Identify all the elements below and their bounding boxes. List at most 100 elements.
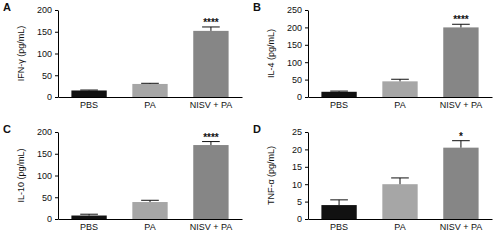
- tick-label: PA: [394, 100, 405, 110]
- error-cap: [141, 200, 159, 201]
- tick: 150: [287, 40, 308, 50]
- axis-line: [58, 133, 59, 220]
- bar: [321, 205, 356, 219]
- tick: 0: [297, 92, 308, 102]
- error-bar: [141, 83, 159, 85]
- error-line: [400, 178, 401, 184]
- tick: PBS: [330, 97, 348, 110]
- bar: [132, 202, 167, 219]
- y-axis: 0 50 100 150 200 250: [287, 5, 309, 102]
- panel-label: B: [253, 1, 261, 13]
- tick: 25: [292, 127, 308, 137]
- bar: [193, 31, 228, 97]
- bar: [443, 148, 478, 219]
- tick-mark: [55, 54, 58, 55]
- error-bar: [452, 141, 470, 148]
- tick-mark: [305, 97, 308, 98]
- error-bar: [391, 79, 409, 81]
- tick-mark: [305, 27, 308, 28]
- tick-mark: [55, 97, 58, 98]
- tick: PBS: [80, 219, 98, 232]
- tick-mark: [305, 149, 308, 150]
- panel: 050100150200PBSPANISV + PA****IFN-γ (pg/…: [3, 1, 243, 110]
- tick: NISV + PA: [440, 97, 483, 110]
- tick: 50: [42, 71, 58, 81]
- x-axis: PBSPANISV + PA: [59, 97, 243, 110]
- tick: PBS: [80, 97, 98, 110]
- axis-line: [309, 97, 493, 98]
- tick-label: PA: [394, 222, 405, 232]
- tick-mark: [305, 62, 308, 63]
- tick-label: NISV + PA: [190, 222, 233, 232]
- tick: 0: [47, 92, 58, 102]
- tick-mark: [305, 10, 308, 11]
- error-bar: [141, 200, 159, 202]
- tick-label: 25: [292, 127, 302, 137]
- tick-label: NISV + PA: [190, 100, 233, 110]
- tick-label: 0: [47, 92, 52, 102]
- tick-mark: [55, 176, 58, 177]
- tick: NISV + PA: [440, 219, 483, 232]
- tick-mark: [305, 45, 308, 46]
- tick-label: 20: [292, 145, 302, 155]
- bar: [132, 84, 167, 97]
- tick-label: 250: [287, 5, 302, 15]
- tick: PA: [394, 97, 405, 110]
- tick: 150: [37, 149, 58, 159]
- tick-label: 15: [292, 162, 302, 172]
- tick-label: PBS: [80, 100, 98, 110]
- bar: [382, 184, 417, 219]
- y-axis-title: TNF-α (pg/mL): [266, 146, 276, 205]
- tick: 250: [287, 5, 308, 15]
- error-cap: [330, 91, 348, 92]
- tick: PBS: [330, 219, 348, 232]
- axis-line: [308, 133, 309, 220]
- tick: PA: [394, 219, 405, 232]
- panel: 050100150200250PBSPANISV + PA****IL-4 (p…: [253, 1, 493, 110]
- tick-label: 150: [37, 149, 52, 159]
- tick: NISV + PA: [190, 219, 233, 232]
- plot-area: [321, 24, 478, 97]
- tick: 150: [37, 27, 58, 37]
- y-axis: 0 5 10 15 20 25: [292, 127, 309, 224]
- tick: 0: [297, 214, 308, 224]
- panel-label: A: [3, 1, 11, 13]
- panel: 0510152025PBSPANISV + PA*TNF-α (pg/mL)D: [253, 123, 493, 232]
- tick-label: 200: [37, 127, 52, 137]
- y-axis-title: IL-4 (pg/mL): [266, 29, 276, 78]
- tick-label: 5: [297, 197, 302, 207]
- tick: 50: [42, 193, 58, 203]
- tick-label: PBS: [330, 100, 348, 110]
- tick-mark: [55, 10, 58, 11]
- tick: 15: [292, 162, 308, 172]
- error-line: [460, 141, 461, 148]
- error-cap: [330, 199, 348, 200]
- error-bar: [391, 178, 409, 184]
- tick: PA: [144, 219, 155, 232]
- tick-label: 0: [297, 92, 302, 102]
- tick-mark: [55, 32, 58, 33]
- tick-label: 0: [47, 214, 52, 224]
- tick: 200: [287, 23, 308, 33]
- tick-mark: [305, 167, 308, 168]
- error-bar: [80, 214, 98, 215]
- y-axis-title: IL-10 (pg/mL): [16, 148, 26, 202]
- panel-label: D: [253, 123, 261, 135]
- tick-label: 50: [292, 75, 302, 85]
- tick-mark: [55, 219, 58, 220]
- tick-mark: [55, 132, 58, 133]
- tick-label: 100: [37, 49, 52, 59]
- panel: 050100150200PBSPANISV + PA****IL-10 (pg/…: [3, 123, 243, 232]
- bar: [71, 90, 106, 97]
- tick-label: PBS: [80, 222, 98, 232]
- bar: [193, 145, 228, 219]
- tick: 20: [292, 145, 308, 155]
- tick: NISV + PA: [190, 97, 233, 110]
- plot-area: [321, 141, 478, 219]
- error-cap: [80, 214, 98, 215]
- error-cap: [391, 79, 409, 80]
- tick-label: NISV + PA: [440, 222, 483, 232]
- tick-label: 10: [292, 180, 302, 190]
- tick-label: 100: [287, 58, 302, 68]
- significance: ****: [203, 132, 219, 143]
